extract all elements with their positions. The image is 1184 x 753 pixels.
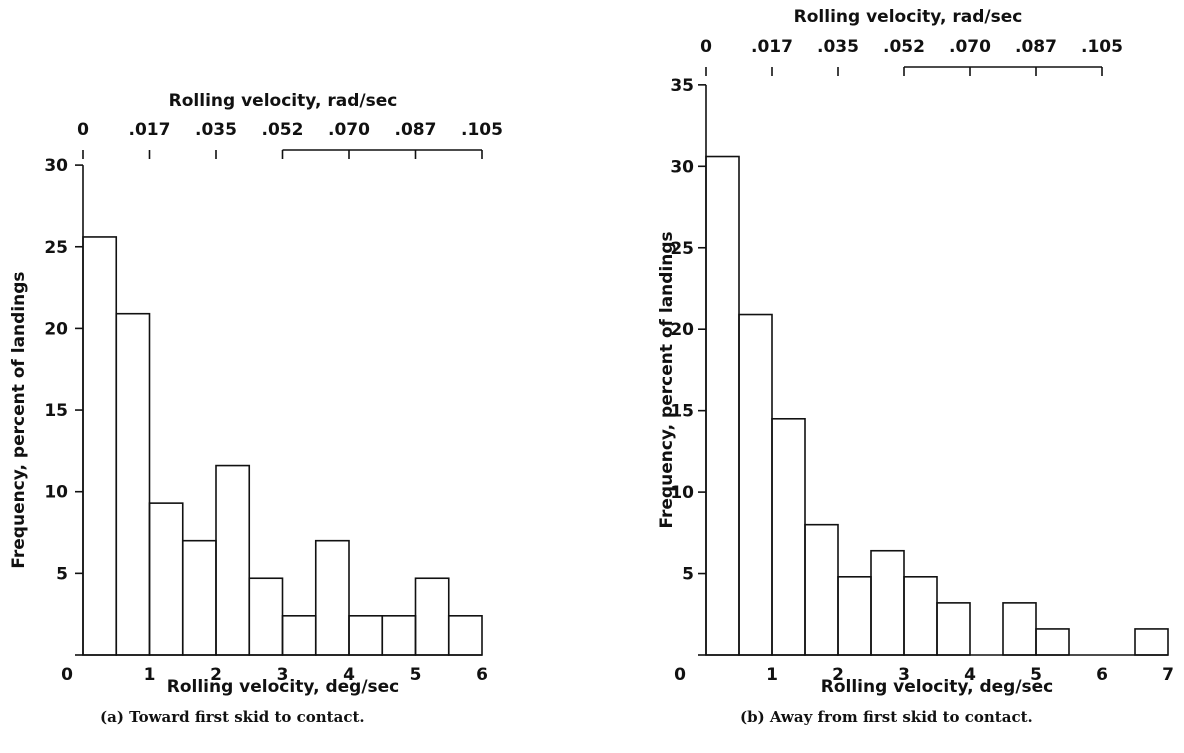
- histogram-bar: [314, 539, 350, 656]
- y-tick-label: 15: [44, 401, 68, 421]
- histogram-bar: [936, 602, 971, 656]
- y-tick-label: 20: [44, 319, 68, 339]
- top-tick-label: .087: [395, 120, 437, 140]
- histogram-bar: [181, 539, 217, 656]
- histogram-bar: [447, 615, 483, 656]
- top-axis-title: Rolling velocity, rad/sec: [169, 91, 398, 111]
- y-tick-label: 5: [56, 564, 68, 584]
- histogram-bar: [248, 577, 284, 656]
- histogram-bar: [215, 464, 251, 656]
- y-tick-label: 30: [44, 156, 68, 176]
- top-tick-label: .052: [883, 37, 925, 57]
- histogram-bar: [1002, 602, 1037, 656]
- top-tick-label: .017: [129, 120, 171, 140]
- top-tick-label: .105: [1081, 37, 1123, 57]
- x-tick-label: 2: [210, 665, 222, 685]
- x-tick-label: 5: [410, 665, 422, 685]
- histogram-bar: [1035, 628, 1070, 656]
- histogram-bar: [348, 615, 384, 656]
- histogram-bar: [804, 523, 839, 656]
- panel-caption: (b) Away from first skid to contact.: [740, 708, 1033, 726]
- top-tick-label: .052: [262, 120, 304, 140]
- histogram-bar: [115, 312, 151, 656]
- top-tick-label: .035: [195, 120, 237, 140]
- top-tick-label: .070: [949, 37, 991, 57]
- x-tick-label: 4: [964, 665, 976, 685]
- y-tick-label: 25: [670, 239, 694, 259]
- x-tick-label: 4: [343, 665, 355, 685]
- y-tick-label: 20: [670, 320, 694, 340]
- y-axis-title: Frequency, percent of landings: [9, 271, 29, 568]
- top-tick-label: .087: [1015, 37, 1057, 57]
- x-tick-label: 0: [674, 665, 686, 685]
- x-tick-label: 6: [476, 665, 488, 685]
- y-tick-label: 5: [682, 565, 694, 585]
- histogram-bar: [705, 155, 740, 656]
- x-tick-label: 7: [1162, 665, 1174, 685]
- histogram-bar: [414, 577, 450, 656]
- x-tick-label: 5: [1030, 665, 1042, 685]
- x-tick-label: 6: [1096, 665, 1108, 685]
- y-tick-label: 30: [670, 157, 694, 177]
- panel-caption: (a) Toward first skid to contact.: [100, 708, 365, 726]
- histogram-bar: [381, 615, 417, 656]
- top-tick-label: .017: [751, 37, 793, 57]
- y-tick-label: 35: [670, 76, 694, 96]
- x-tick-label: 0: [61, 665, 73, 685]
- x-axis-title: Rolling velocity, deg/sec: [821, 677, 1054, 697]
- top-axis-title: Rolling velocity, rad/sec: [794, 7, 1023, 27]
- y-axis-title: Frequency, percent of landings: [657, 231, 677, 528]
- x-tick-label: 1: [766, 665, 778, 685]
- top-tick-label: .105: [461, 120, 503, 140]
- x-axis-title: Rolling velocity, deg/sec: [167, 677, 400, 697]
- histogram-bar: [870, 549, 905, 656]
- y-tick-label: 10: [670, 483, 694, 503]
- x-tick-label: 1: [144, 665, 156, 685]
- x-tick-label: 3: [898, 665, 910, 685]
- top-tick-label: .035: [817, 37, 859, 57]
- histogram-bar: [837, 576, 872, 656]
- histogram-bar: [771, 417, 806, 656]
- top-tick-label: 0: [77, 120, 89, 140]
- histogram-bar: [738, 313, 773, 656]
- histogram-bar: [82, 236, 118, 656]
- histogram-bar: [148, 502, 184, 656]
- top-tick-label: .070: [328, 120, 370, 140]
- x-tick-label: 3: [277, 665, 289, 685]
- histogram-bar: [281, 615, 317, 656]
- top-tick-label: 0: [700, 37, 712, 57]
- histogram-bar: [903, 576, 938, 656]
- y-tick-label: 10: [44, 483, 68, 503]
- histogram-bar: [1134, 628, 1169, 656]
- y-tick-label: 15: [670, 402, 694, 422]
- y-tick-label: 25: [44, 238, 68, 258]
- panel-a: 5 10 15 20 25 30 0 1 2 3 4 5 6 0 .017 .035 .052 .070 .087.…: [9, 91, 503, 726]
- panel-b: 5 10 15 20 25 30 35 0 1 2 3 4 5 6 7 0 .017 .035 .052 .070 .0…: [657, 7, 1174, 726]
- x-tick-label: 2: [832, 665, 844, 685]
